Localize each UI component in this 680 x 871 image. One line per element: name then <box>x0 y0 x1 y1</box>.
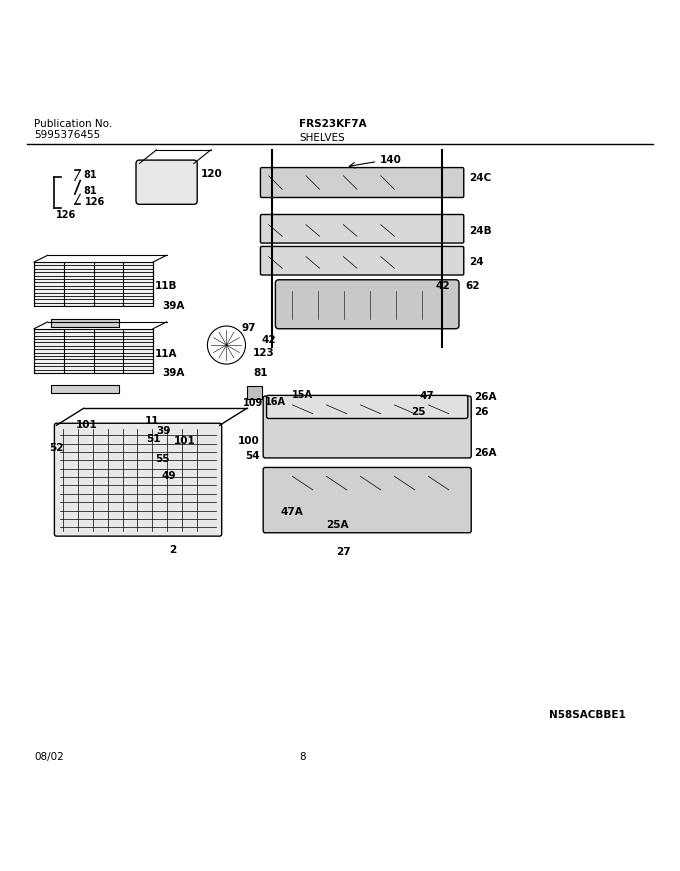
Text: 39A: 39A <box>162 301 184 311</box>
FancyBboxPatch shape <box>263 396 471 458</box>
Text: 24C: 24C <box>469 173 492 184</box>
Text: 24: 24 <box>469 257 484 267</box>
Text: 109: 109 <box>243 398 263 408</box>
Text: 5995376455: 5995376455 <box>34 130 100 139</box>
Text: 100: 100 <box>238 436 260 446</box>
Text: 54: 54 <box>245 451 260 461</box>
Text: 11: 11 <box>145 415 159 426</box>
FancyBboxPatch shape <box>54 423 222 537</box>
Text: 81: 81 <box>83 170 97 180</box>
Text: 42: 42 <box>261 335 276 345</box>
Text: 08/02: 08/02 <box>34 752 64 762</box>
Text: 11A: 11A <box>155 349 177 359</box>
Text: 49: 49 <box>161 471 175 482</box>
Text: 47A: 47A <box>280 507 303 517</box>
Text: 140: 140 <box>379 155 401 165</box>
Text: 24B: 24B <box>469 226 492 237</box>
Text: 11B: 11B <box>155 281 177 291</box>
Text: 126: 126 <box>56 210 76 219</box>
Text: N58SACBBE1: N58SACBBE1 <box>549 710 626 719</box>
Bar <box>51 385 119 394</box>
FancyBboxPatch shape <box>260 167 464 198</box>
FancyBboxPatch shape <box>136 160 197 205</box>
Text: 123: 123 <box>253 348 275 357</box>
Text: 26A: 26A <box>474 449 496 458</box>
FancyBboxPatch shape <box>34 328 153 373</box>
Text: 2: 2 <box>169 544 176 555</box>
Text: Publication No.: Publication No. <box>34 119 112 129</box>
FancyBboxPatch shape <box>260 246 464 275</box>
Text: 126: 126 <box>85 197 105 207</box>
Text: 51: 51 <box>146 434 160 444</box>
Text: 26A: 26A <box>474 393 496 402</box>
FancyBboxPatch shape <box>263 468 471 533</box>
Text: 52: 52 <box>49 442 63 453</box>
Text: 8: 8 <box>299 752 306 762</box>
Text: 39A: 39A <box>162 368 184 378</box>
Text: 81: 81 <box>83 186 97 196</box>
Text: 42: 42 <box>435 281 450 291</box>
Text: 26: 26 <box>474 407 488 416</box>
Text: 55: 55 <box>155 455 169 464</box>
Text: SHELVES: SHELVES <box>299 133 345 143</box>
Text: 120: 120 <box>201 169 222 179</box>
Text: 62: 62 <box>466 281 480 291</box>
Text: 97: 97 <box>241 323 256 333</box>
FancyBboxPatch shape <box>275 280 459 328</box>
Text: 39: 39 <box>156 426 171 436</box>
Text: 25A: 25A <box>326 520 349 530</box>
FancyBboxPatch shape <box>267 395 468 418</box>
Text: 25: 25 <box>411 407 426 416</box>
Text: 16A: 16A <box>265 397 286 407</box>
Text: 15A: 15A <box>292 389 313 400</box>
FancyBboxPatch shape <box>34 262 153 307</box>
Text: 27: 27 <box>337 548 352 557</box>
Bar <box>51 319 119 327</box>
Text: 101: 101 <box>76 421 98 430</box>
Bar <box>247 386 262 400</box>
Text: FRS23KF7A: FRS23KF7A <box>299 119 367 129</box>
Text: 101: 101 <box>173 436 195 446</box>
Text: 47: 47 <box>420 391 435 401</box>
Text: 81: 81 <box>254 368 268 378</box>
FancyBboxPatch shape <box>260 214 464 243</box>
